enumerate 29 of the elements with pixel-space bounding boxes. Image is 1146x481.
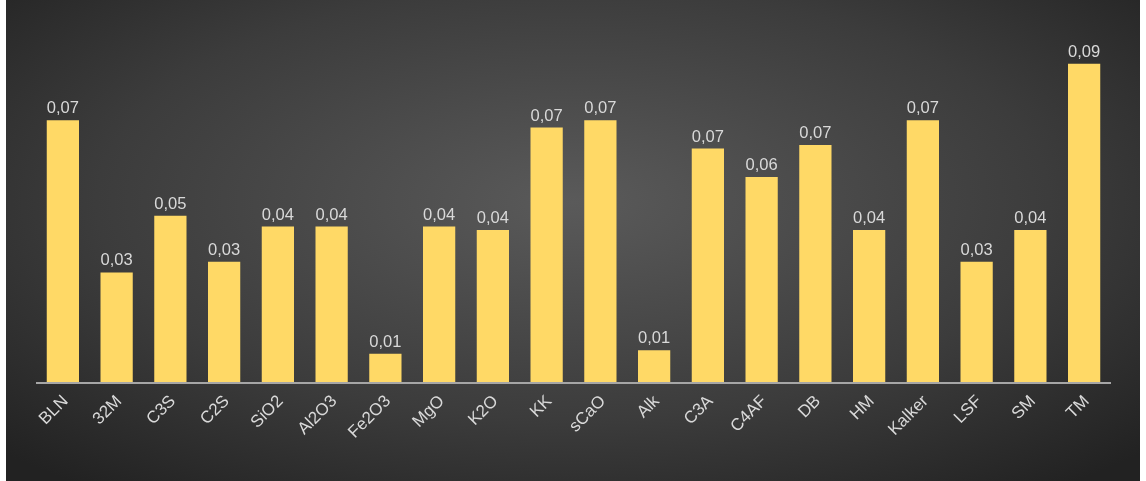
data-label: 0,01 [638,328,671,348]
x-tick-label: C2S [196,391,233,429]
data-label: 0,04 [853,208,886,228]
data-label: 0,09 [1068,41,1101,61]
x-tick-label: HM [845,391,878,424]
data-label: 0,07 [799,123,832,143]
data-label: 0,04 [1014,208,1047,228]
data-label: 0,07 [530,105,563,125]
x-tick-label: KK [525,390,556,421]
x-tick-label: Alk [632,390,664,422]
x-tick-label: C3A [679,390,718,429]
data-label: 0,03 [960,239,993,259]
data-label: 0,03 [208,239,241,259]
x-tick-label: SM [1007,391,1040,423]
data-label: 0,07 [584,98,617,118]
data-label: 0,07 [46,98,79,118]
data-label: 0,04 [423,204,456,224]
data-label: 0,04 [261,204,294,224]
data-label: 0,01 [369,331,402,351]
data-label: 0,05 [154,193,187,213]
data-label: 0,03 [100,250,133,270]
x-tick-label: DB [794,391,825,422]
data-label: 0,06 [745,155,778,175]
x-tick-label: C3S [142,391,180,429]
data-label: 0,07 [691,126,724,146]
data-label: 0,07 [906,98,939,118]
data-label: 0,04 [315,204,348,224]
x-tick-label: TM [1062,391,1093,423]
data-label: 0,04 [476,208,509,228]
